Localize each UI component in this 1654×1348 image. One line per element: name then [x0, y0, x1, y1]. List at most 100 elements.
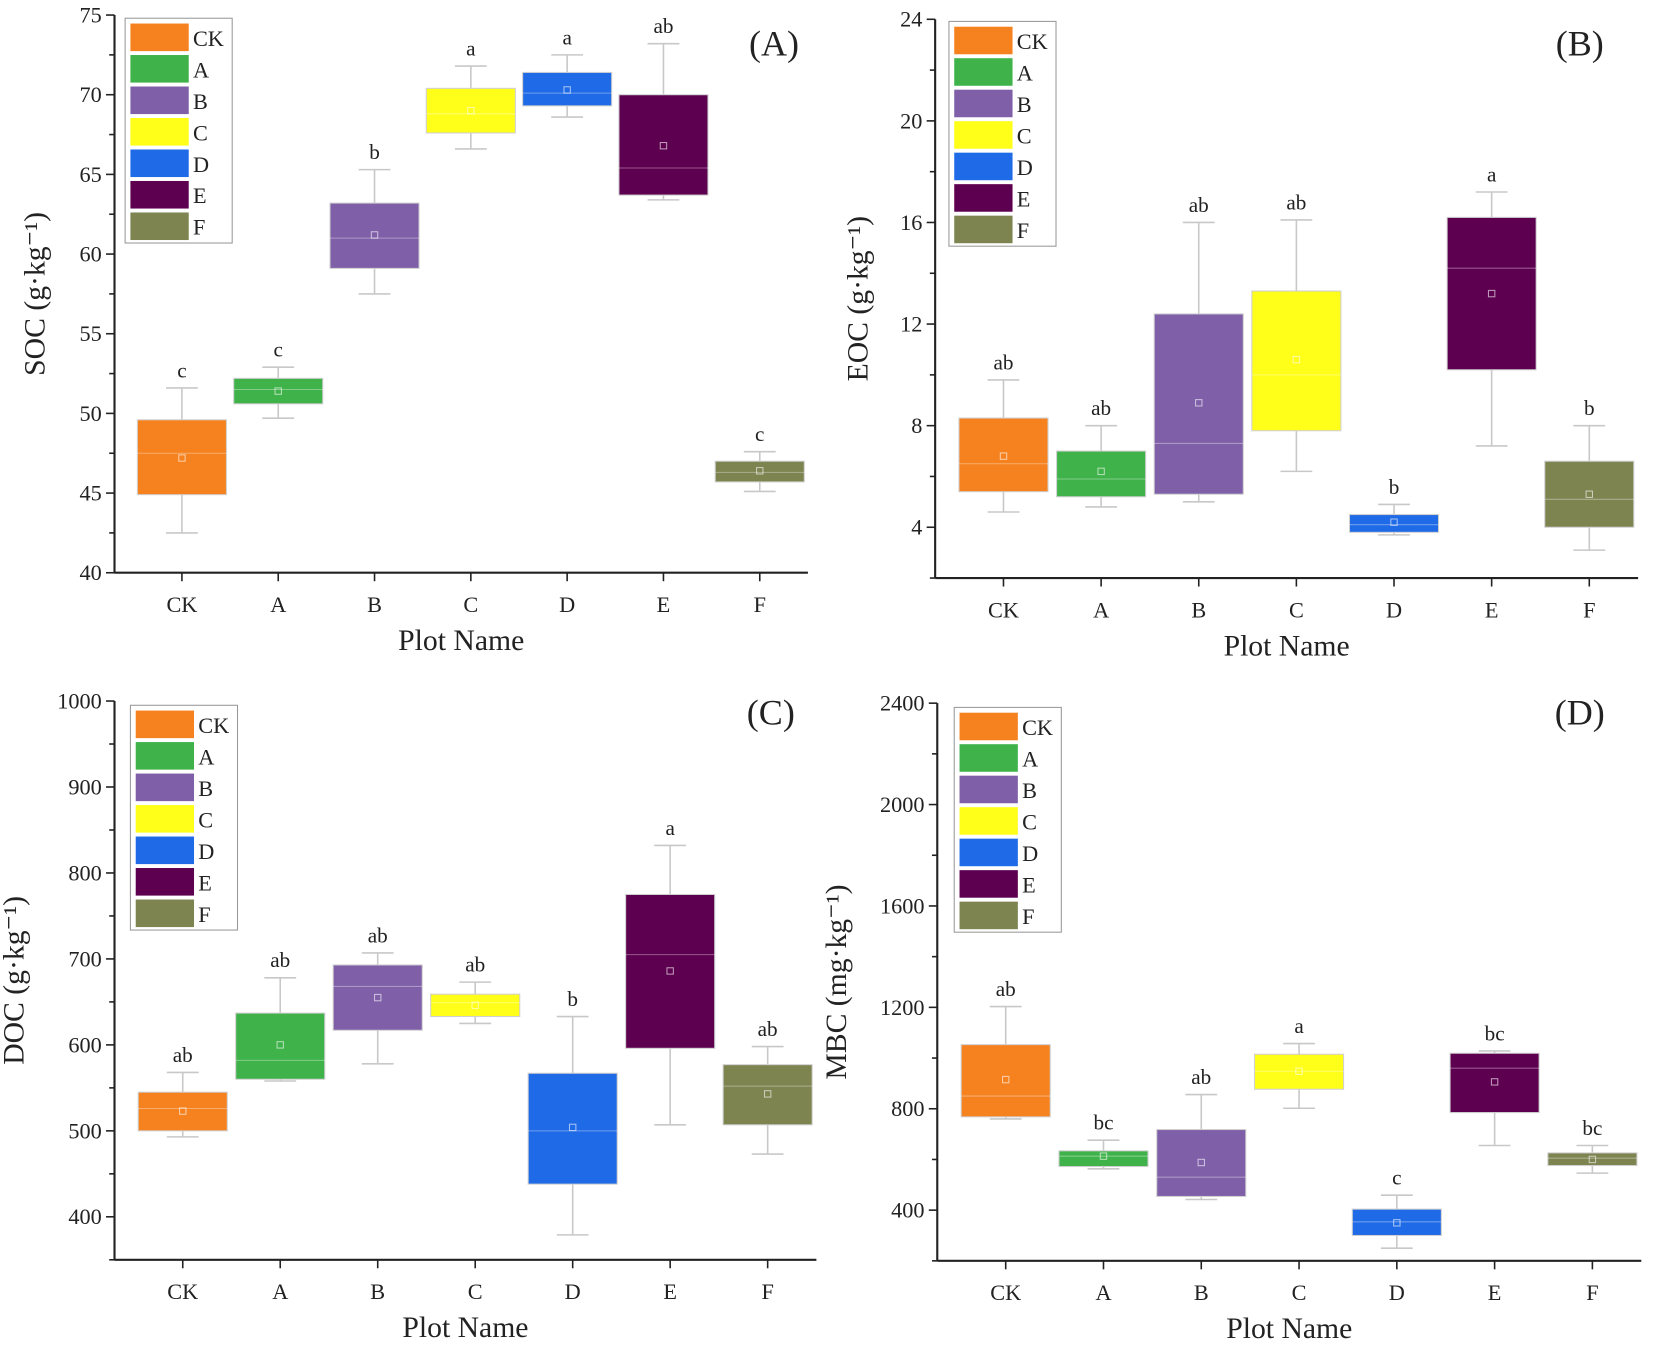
y-axis-title: EOC (g·kg⁻¹)	[842, 216, 874, 381]
box-E: Eab	[618, 14, 709, 617]
x-tick-label: CK	[988, 597, 1019, 622]
y-tick-label: 800	[68, 860, 101, 885]
mean-marker	[370, 231, 379, 239]
y-tick-label: 60	[80, 241, 102, 266]
legend-label: A	[1017, 60, 1033, 85]
significance-label: a	[665, 816, 675, 840]
y-tick-label: 2000	[880, 792, 925, 817]
x-tick-label: B	[1191, 597, 1206, 622]
y-tick-label: 50	[80, 401, 102, 426]
y-tick-label: 45	[80, 480, 102, 505]
box-A: Abc	[1058, 1111, 1149, 1305]
box-CK: CK ab	[958, 350, 1049, 622]
iqr-box	[1547, 1152, 1638, 1167]
legend-swatch-CK	[135, 710, 195, 739]
mean-marker	[563, 86, 571, 94]
iqr-box	[625, 893, 716, 1049]
iqr-box	[137, 1091, 228, 1132]
legend-label: B	[1022, 778, 1037, 803]
chart-panel-2: 400 500 600 700 800 900 1000 DOC (g·kg⁻¹) Plot N…	[0, 688, 817, 1344]
x-tick-label: B	[370, 1279, 385, 1304]
iqr-box	[1058, 1150, 1149, 1168]
y-tick-label: 40	[80, 560, 102, 585]
legend-swatch-E	[959, 870, 1018, 898]
y-tick-label: 400	[68, 1204, 101, 1229]
legend-label: B	[193, 89, 208, 114]
y-tick-label: 600	[68, 1032, 101, 1057]
x-tick-label: B	[1194, 1280, 1209, 1305]
legend-swatch-D	[959, 838, 1018, 867]
x-axis-title: Plot Name	[1226, 1313, 1352, 1345]
box-B: Bab	[332, 923, 423, 1304]
x-tick-label: E	[1485, 597, 1499, 622]
panel-label: (B)	[1556, 23, 1604, 63]
significance-label: c	[274, 338, 283, 362]
significance-label: a	[1487, 162, 1497, 186]
y-tick-label: 700	[68, 946, 101, 971]
legend-swatch-D	[135, 836, 195, 865]
box-A: Aab	[1056, 396, 1147, 622]
y-tick-label: 8	[911, 413, 922, 438]
x-tick-label: A	[270, 592, 286, 617]
legend-swatch-C	[130, 118, 189, 146]
mean-marker	[999, 452, 1008, 460]
significance-label: ab	[758, 1017, 778, 1041]
mean-marker	[1197, 1158, 1205, 1167]
iqr-box	[527, 1072, 618, 1185]
iqr-box	[1253, 1053, 1345, 1090]
y-tick-label: 65	[80, 162, 102, 187]
box-E: Ea	[1446, 162, 1537, 622]
legend-label: CK	[193, 26, 224, 51]
y-tick-label: 2400	[880, 691, 925, 716]
x-tick-label: B	[367, 592, 382, 617]
legend-swatch-A	[135, 742, 195, 770]
x-axis-title: Plot Name	[402, 1312, 528, 1344]
legend-swatch-E	[130, 180, 189, 209]
significance-label: ab	[1286, 190, 1306, 214]
box-C: Ca	[1253, 1014, 1345, 1305]
mean-marker	[1490, 1078, 1499, 1086]
iqr-box	[332, 964, 423, 1031]
iqr-box	[425, 87, 516, 134]
legend-label: CK	[1022, 715, 1053, 740]
box-B: Bab	[1153, 193, 1244, 622]
y-tick-label: 20	[900, 108, 922, 133]
significance-label: ab	[996, 977, 1016, 1001]
legend-swatch-F	[959, 901, 1018, 930]
legend-swatch-C	[954, 121, 1013, 149]
box-F: Fab	[722, 1017, 813, 1304]
legend-swatch-CK	[130, 23, 189, 52]
significance-label: c	[177, 358, 186, 382]
mean-marker	[1195, 399, 1203, 407]
box-B: Bab	[1156, 1065, 1247, 1305]
x-tick-label: CK	[166, 592, 197, 617]
legend-label: F	[198, 902, 210, 927]
y-tick-label: 70	[80, 82, 102, 107]
legend-swatch-E	[954, 184, 1013, 212]
legend-swatch-D	[130, 149, 189, 178]
iqr-box	[1351, 1208, 1442, 1237]
iqr-box	[1056, 450, 1147, 498]
significance-label: b	[1389, 475, 1400, 499]
x-tick-label: D	[1389, 1280, 1405, 1305]
mean-marker	[467, 106, 475, 115]
significance-label: ab	[653, 14, 673, 38]
legend-swatch-F	[954, 215, 1013, 244]
significance-label: ab	[465, 953, 485, 977]
mean-marker	[471, 1001, 479, 1010]
legend-label: A	[198, 744, 214, 769]
y-tick-label: 16	[900, 210, 922, 235]
legend-label: C	[1022, 809, 1037, 834]
box-A: Aab	[235, 948, 326, 1304]
mean-marker	[659, 141, 668, 150]
iqr-box	[1348, 514, 1440, 533]
iqr-box	[522, 71, 613, 107]
panel-label: (D)	[1555, 692, 1605, 732]
significance-label: c	[755, 422, 764, 446]
panel-label: (A)	[749, 23, 799, 63]
significance-label: b	[567, 987, 578, 1011]
mean-marker	[178, 454, 186, 462]
box-D: Da	[522, 25, 613, 617]
